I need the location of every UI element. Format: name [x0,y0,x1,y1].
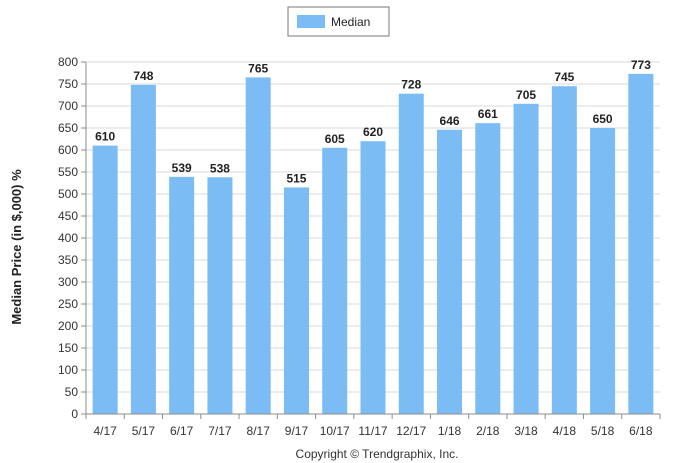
bar-1/18 [437,129,463,414]
data-label-6/17: 539 [172,161,192,175]
bar-6/18 [628,73,654,414]
bar-11/17 [360,141,386,414]
data-label-4/17: 610 [95,130,115,144]
y-tick-label-500: 500 [58,187,78,201]
x-tick-label-2/18: 2/18 [476,424,500,438]
y-axis-ticks: 0 50 100 150 200 250 300 350 400 450 500 550 600 650 7… [58,55,86,421]
x-tick-label-4/18: 4/18 [553,424,577,438]
bar-4/18 [551,86,577,414]
bar-12/17 [398,93,424,415]
legend: Median [287,6,390,37]
y-tick-label-750: 750 [58,77,78,91]
copyright-footer: Copyright © Trendgraphix, Inc. [296,447,459,461]
x-tick-label-6/17: 6/17 [170,424,194,438]
data-label-5/17: 748 [133,69,153,83]
y-tick-label-550: 550 [58,165,78,179]
data-label-7/17: 538 [210,161,230,175]
y-tick-label-50: 50 [65,385,79,399]
data-label-4/18: 745 [554,70,574,84]
x-tick-label-9/17: 9/17 [285,424,309,438]
y-tick-label-100: 100 [58,363,78,377]
bar-5/17 [130,84,156,414]
bar-7/17 [207,177,233,414]
bar-2/18 [475,123,501,414]
data-label-9/17: 515 [286,171,306,185]
y-tick-label-800: 800 [58,55,78,69]
x-tick-label-5/17: 5/17 [132,424,156,438]
x-tick-label-8/17: 8/17 [247,424,271,438]
legend-label-median: Median [331,15,370,29]
y-tick-label-450: 450 [58,209,78,223]
bars [92,73,654,415]
data-label-10/17: 605 [325,132,345,146]
data-label-2/18: 661 [478,107,498,121]
bar-8/17 [245,77,271,415]
x-tick-label-10/17: 10/17 [320,424,350,438]
data-label-5/18: 650 [593,112,613,126]
data-labels: 610 748 539 538 765 515 605 620 728 646 661 705 745 6… [95,58,651,186]
bar-3/18 [513,103,539,415]
data-label-3/18: 705 [516,88,536,102]
x-tick-label-3/18: 3/18 [514,424,538,438]
x-tick-label-11/17: 11/17 [358,424,387,438]
data-label-8/17: 765 [248,61,268,75]
y-tick-label-300: 300 [58,275,78,289]
data-label-12/17: 728 [401,78,421,92]
y-tick-label-0: 0 [71,407,78,421]
x-tick-label-5/18: 5/18 [591,424,615,438]
data-label-6/18: 773 [631,58,651,72]
data-label-1/18: 646 [440,114,460,128]
x-axis-ticks: 4/17 5/17 6/17 7/17 8/17 9/17 10/17 11/17 12/17 1… [85,414,661,438]
x-tick-label-7/17: 7/17 [208,424,232,438]
y-tick-label-150: 150 [58,341,78,355]
x-tick-label-4/17: 4/17 [93,424,117,438]
x-tick-label-1/18: 1/18 [438,424,462,438]
y-tick-label-400: 400 [58,231,78,245]
bar-6/17 [169,176,195,414]
bar-9/17 [283,187,309,414]
bar-5/18 [590,128,616,414]
bar-4/17 [92,145,118,414]
legend-swatch [297,15,325,28]
data-label-11/17: 620 [363,125,383,139]
y-axis-title: Median Price (in $,000) % [9,169,24,325]
y-tick-label-650: 650 [58,121,78,135]
y-tick-label-700: 700 [58,99,78,113]
bar-10/17 [322,147,348,415]
y-tick-label-250: 250 [58,297,78,311]
y-tick-label-350: 350 [58,253,78,267]
x-tick-label-12/17: 12/17 [396,424,426,438]
y-tick-label-600: 600 [58,143,78,157]
x-tick-label-6/18: 6/18 [629,424,653,438]
y-tick-label-200: 200 [58,319,78,333]
